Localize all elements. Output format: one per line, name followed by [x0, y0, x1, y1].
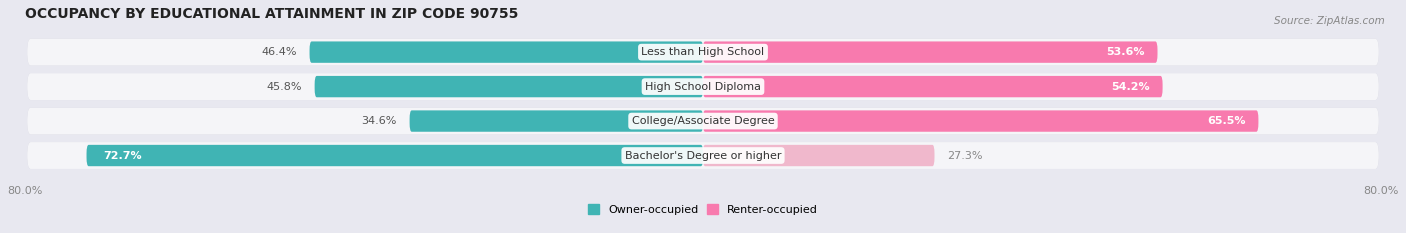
- FancyBboxPatch shape: [27, 73, 1379, 100]
- FancyBboxPatch shape: [27, 73, 1379, 100]
- FancyBboxPatch shape: [703, 110, 1258, 132]
- Text: Source: ZipAtlas.com: Source: ZipAtlas.com: [1274, 16, 1385, 26]
- FancyBboxPatch shape: [27, 142, 1379, 169]
- FancyBboxPatch shape: [27, 108, 1379, 134]
- Text: High School Diploma: High School Diploma: [645, 82, 761, 92]
- Text: 65.5%: 65.5%: [1208, 116, 1246, 126]
- Legend: Owner-occupied, Renter-occupied: Owner-occupied, Renter-occupied: [583, 200, 823, 219]
- FancyBboxPatch shape: [27, 39, 1379, 65]
- FancyBboxPatch shape: [703, 145, 935, 166]
- Text: 54.2%: 54.2%: [1111, 82, 1150, 92]
- FancyBboxPatch shape: [703, 76, 1163, 97]
- Text: Bachelor's Degree or higher: Bachelor's Degree or higher: [624, 151, 782, 161]
- FancyBboxPatch shape: [27, 39, 1379, 65]
- FancyBboxPatch shape: [409, 110, 703, 132]
- FancyBboxPatch shape: [309, 41, 703, 63]
- Text: 27.3%: 27.3%: [948, 151, 983, 161]
- FancyBboxPatch shape: [27, 142, 1379, 169]
- FancyBboxPatch shape: [27, 108, 1379, 134]
- Text: College/Associate Degree: College/Associate Degree: [631, 116, 775, 126]
- Text: 46.4%: 46.4%: [262, 47, 297, 57]
- Text: 53.6%: 53.6%: [1107, 47, 1144, 57]
- Text: 34.6%: 34.6%: [361, 116, 396, 126]
- FancyBboxPatch shape: [703, 41, 1157, 63]
- Text: Less than High School: Less than High School: [641, 47, 765, 57]
- Text: OCCUPANCY BY EDUCATIONAL ATTAINMENT IN ZIP CODE 90755: OCCUPANCY BY EDUCATIONAL ATTAINMENT IN Z…: [25, 7, 517, 21]
- FancyBboxPatch shape: [315, 76, 703, 97]
- Text: 45.8%: 45.8%: [266, 82, 302, 92]
- Text: 72.7%: 72.7%: [104, 151, 142, 161]
- FancyBboxPatch shape: [87, 145, 703, 166]
